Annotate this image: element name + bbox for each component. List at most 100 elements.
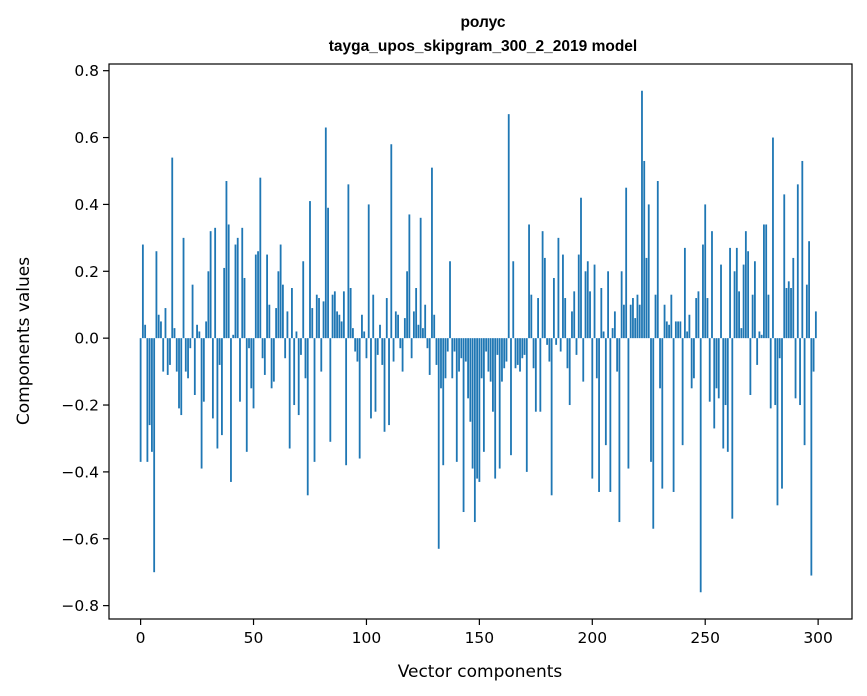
bar-93 <box>349 288 352 339</box>
bar-147 <box>471 338 474 469</box>
bar-169 <box>521 338 524 359</box>
bar-131 <box>435 338 438 365</box>
bar-48 <box>248 338 250 349</box>
bar-60 <box>275 308 278 339</box>
bar-258 <box>722 338 725 449</box>
bar-31 <box>209 231 212 339</box>
bar-43 <box>236 237 239 339</box>
bar-7 <box>155 251 158 339</box>
bar-151 <box>480 338 483 379</box>
bar-271 <box>751 294 754 339</box>
bar-170 <box>523 338 526 355</box>
x-tick-label: 100 <box>352 629 382 647</box>
bar-163 <box>507 114 510 339</box>
bar-157 <box>494 338 497 479</box>
bar-119 <box>408 214 411 339</box>
bar-253 <box>711 231 713 339</box>
bar-226 <box>650 338 652 462</box>
bar-1 <box>141 244 144 339</box>
bar-239 <box>679 321 682 339</box>
bar-123 <box>417 324 420 339</box>
bar-59 <box>272 338 275 382</box>
bar-229 <box>656 181 659 339</box>
bar-255 <box>715 338 718 389</box>
bar-194 <box>577 254 580 339</box>
bar-113 <box>394 311 397 339</box>
bar-287 <box>787 281 790 339</box>
bar-179 <box>543 257 546 339</box>
bar-40 <box>230 338 232 482</box>
bar-128 <box>428 338 431 375</box>
bar-196 <box>582 338 585 382</box>
bar-81 <box>322 301 325 339</box>
bar-47 <box>245 338 248 452</box>
bar-106 <box>379 324 381 339</box>
bar-257 <box>720 264 722 339</box>
bar-68 <box>293 338 296 406</box>
bar-191 <box>571 311 573 339</box>
y-axis-ticks: −0.8 −0.6 −0.4 −0.2 0.0 0.2 0.4 0.6 0.8 <box>61 62 109 615</box>
bar-168 <box>519 338 521 372</box>
bar-231 <box>661 338 664 489</box>
bar-269 <box>747 251 750 339</box>
bar-227 <box>652 338 655 529</box>
bar-246 <box>695 298 698 339</box>
bar-167 <box>516 338 519 365</box>
bar-109 <box>385 298 388 339</box>
bar-117 <box>403 318 406 339</box>
bar-2 <box>144 324 147 339</box>
bar-120 <box>410 338 413 359</box>
bar-3 <box>146 338 149 462</box>
bar-291 <box>796 184 799 339</box>
bar-242 <box>686 331 689 339</box>
bar-108 <box>383 338 386 432</box>
bar-26 <box>198 331 201 339</box>
bar-161 <box>503 338 506 369</box>
bar-238 <box>677 321 680 339</box>
bar-13 <box>169 338 171 365</box>
bar-76 <box>311 308 314 339</box>
bar-63 <box>281 284 284 339</box>
bar-150 <box>478 338 481 482</box>
x-tick-label: 150 <box>465 629 495 647</box>
bar-35 <box>218 338 221 365</box>
bar-195 <box>580 197 582 339</box>
bar-41 <box>232 334 235 339</box>
bar-256 <box>717 338 720 399</box>
x-tick-label: 300 <box>803 629 833 647</box>
bar-263 <box>733 271 736 339</box>
bar-44 <box>239 338 241 402</box>
bar-294 <box>803 338 806 446</box>
bar-261 <box>729 247 731 339</box>
bar-160 <box>501 338 503 382</box>
bar-91 <box>345 338 348 466</box>
bar-37 <box>223 267 226 339</box>
bar-265 <box>738 291 740 339</box>
y-tick-label: −0.6 <box>61 530 99 548</box>
bar-252 <box>708 338 711 402</box>
bar-95 <box>354 338 357 352</box>
bar-33 <box>214 227 217 339</box>
bar-225 <box>647 204 650 339</box>
bar-101 <box>367 204 370 339</box>
bar-70 <box>297 338 300 416</box>
bar-251 <box>706 298 709 339</box>
bar-285 <box>783 194 786 339</box>
y-tick-label: −0.2 <box>61 397 99 415</box>
bar-75 <box>309 201 311 339</box>
bar-153 <box>485 338 488 352</box>
bar-187 <box>562 254 564 339</box>
bar-165 <box>512 261 515 339</box>
bar-152 <box>482 338 485 452</box>
bar-111 <box>390 144 393 339</box>
bar-138 <box>451 338 454 379</box>
bar-94 <box>352 328 354 339</box>
bar-122 <box>415 288 418 339</box>
bar-39 <box>227 224 230 339</box>
bar-178 <box>541 231 544 339</box>
bar-135 <box>444 338 447 379</box>
bar-282 <box>776 338 779 506</box>
bar-4 <box>148 338 151 426</box>
bar-218 <box>632 298 634 339</box>
bar-216 <box>627 338 630 469</box>
